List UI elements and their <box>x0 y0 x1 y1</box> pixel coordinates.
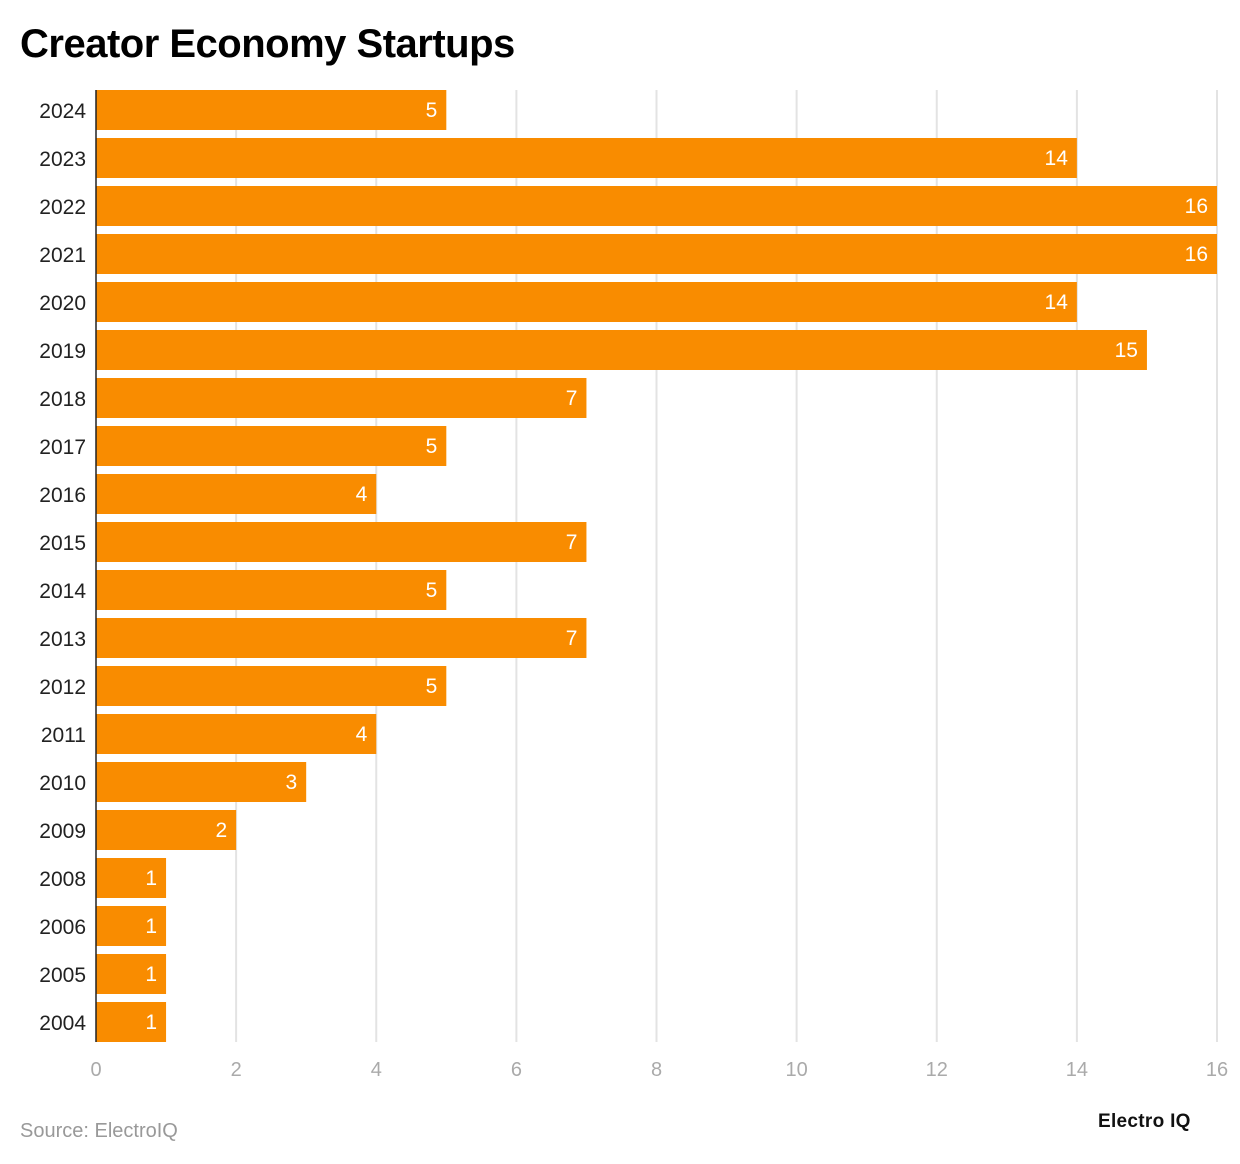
y-tick-label: 2017 <box>39 436 86 459</box>
electroiq-logo: Electro IQ <box>1098 1111 1191 1132</box>
data-label: 5 <box>426 675 438 698</box>
data-label: 5 <box>426 99 438 122</box>
data-label: 2 <box>215 819 227 842</box>
y-tick-label: 2021 <box>39 244 86 267</box>
x-tick-label: 14 <box>1066 1059 1088 1081</box>
data-label: 7 <box>566 627 578 650</box>
data-label: 5 <box>426 579 438 602</box>
bar <box>96 522 587 562</box>
bar <box>96 666 447 706</box>
data-label: 7 <box>566 387 578 410</box>
y-tick-label: 2014 <box>39 580 86 603</box>
data-label: 16 <box>1185 195 1208 218</box>
y-tick-label: 2018 <box>39 388 86 411</box>
bar <box>96 186 1217 226</box>
source-note: Source: ElectroIQ <box>20 1120 178 1142</box>
x-tick-label: 2 <box>231 1059 242 1081</box>
bar <box>96 282 1077 322</box>
bar <box>96 234 1217 274</box>
y-tick-label: 2012 <box>39 676 86 699</box>
bar <box>96 1002 167 1042</box>
bar <box>96 714 377 754</box>
y-tick-label: 2023 <box>39 148 86 171</box>
y-tick-label: 2022 <box>39 196 86 219</box>
bar <box>96 906 167 946</box>
data-label: 1 <box>145 1011 157 1034</box>
data-label: 3 <box>286 771 298 794</box>
chart-title: Creator Economy Startups <box>20 22 515 66</box>
bar <box>96 90 447 130</box>
y-tick-label: 2008 <box>39 868 86 891</box>
bar <box>96 954 167 994</box>
bar <box>96 138 1077 178</box>
bar <box>96 762 307 802</box>
data-label: 4 <box>356 483 368 506</box>
bar <box>96 378 587 418</box>
data-label: 14 <box>1045 291 1069 314</box>
y-tick-label: 2020 <box>39 292 86 315</box>
x-tick-label: 10 <box>786 1059 808 1081</box>
data-label: 14 <box>1045 147 1069 170</box>
y-tick-label: 2004 <box>39 1012 86 1035</box>
data-label: 4 <box>356 723 368 746</box>
x-tick-label: 8 <box>651 1059 662 1081</box>
data-label: 7 <box>566 531 578 554</box>
y-tick-label: 2009 <box>39 820 86 843</box>
y-tick-label: 2011 <box>41 724 86 747</box>
bar <box>96 426 447 466</box>
bar <box>96 570 447 610</box>
y-tick-label: 2006 <box>39 916 86 939</box>
data-label: 16 <box>1185 243 1208 266</box>
x-tick-label: 16 <box>1206 1059 1228 1081</box>
y-tick-label: 2019 <box>39 340 86 363</box>
bar-chart: 0 2 4 6 8 10 12 14 16520241420231620221620211420… <box>39 90 1228 1081</box>
bar <box>96 330 1147 370</box>
y-tick-label: 2016 <box>39 484 86 507</box>
data-label: 5 <box>426 435 438 458</box>
x-tick-label: 4 <box>371 1059 382 1081</box>
y-tick-label: 2015 <box>39 532 86 555</box>
y-tick-label: 2010 <box>39 772 86 795</box>
x-tick-label: 0 <box>90 1059 101 1081</box>
y-tick-label: 2005 <box>39 964 86 987</box>
bar <box>96 474 377 514</box>
y-tick-label: 2013 <box>39 628 86 651</box>
bar <box>96 618 587 658</box>
bar <box>96 858 167 898</box>
bar <box>96 810 237 850</box>
data-label: 1 <box>145 867 157 890</box>
x-tick-label: 6 <box>511 1059 522 1081</box>
data-label: 15 <box>1115 339 1138 362</box>
y-tick-label: 2024 <box>39 100 86 123</box>
data-label: 1 <box>145 963 157 986</box>
x-tick-label: 12 <box>926 1059 948 1081</box>
data-label: 1 <box>145 915 157 938</box>
